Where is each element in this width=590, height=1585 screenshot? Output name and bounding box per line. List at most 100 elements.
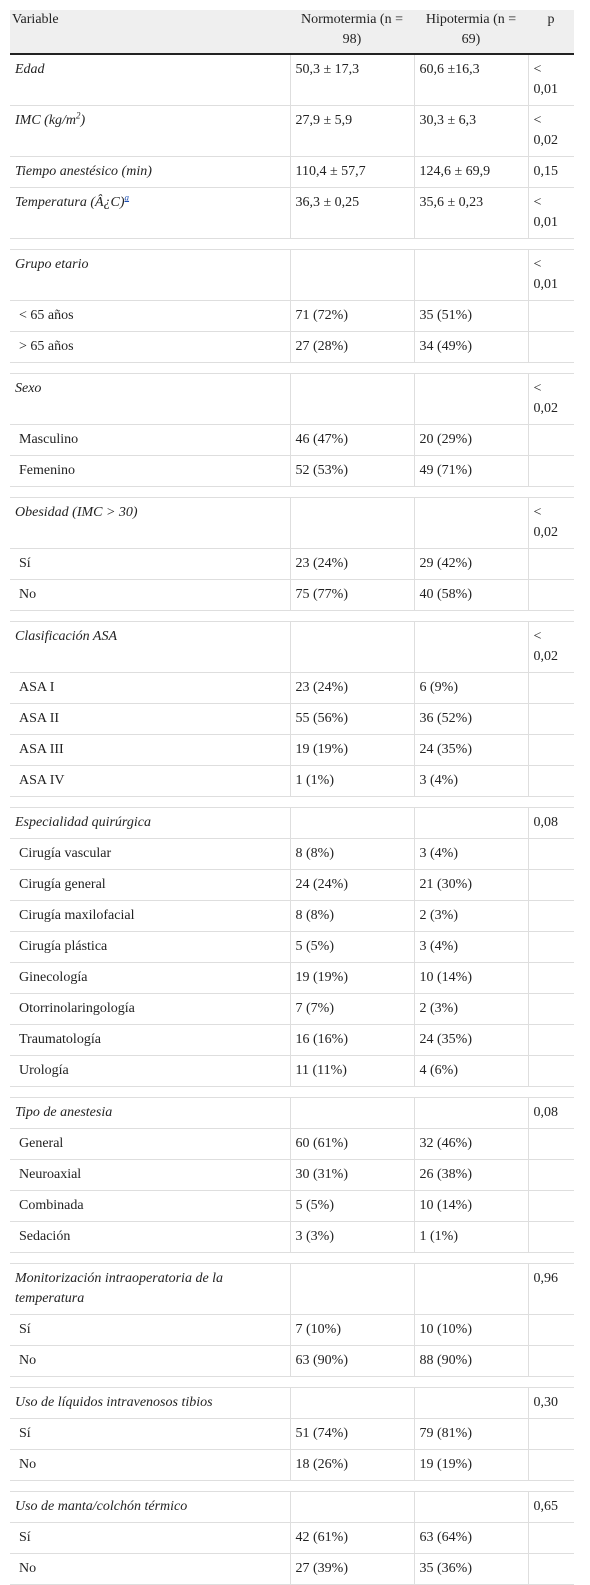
label-text: Especialidad quirúrgica bbox=[15, 815, 151, 830]
p-value bbox=[527, 548, 574, 580]
hipotermia-value: 29 (42%) bbox=[413, 548, 528, 580]
p-value bbox=[527, 1024, 574, 1056]
table-row: Sí 23 (24%) 29 (42%) bbox=[10, 548, 574, 580]
p-value: < 0,01 bbox=[527, 249, 574, 301]
p-value: 0,08 bbox=[527, 807, 574, 839]
normotermia-value bbox=[289, 1491, 414, 1523]
hipotermia-value: 88 (90%) bbox=[413, 1345, 528, 1377]
label-text: ASA II bbox=[19, 711, 60, 726]
hipotermia-value bbox=[413, 1097, 528, 1129]
p-value bbox=[527, 579, 574, 611]
table-row: No 63 (90%) 88 (90%) bbox=[10, 1345, 574, 1377]
table-row: Cirugía maxilofacial 8 (8%) 2 (3%) bbox=[10, 900, 574, 932]
normotermia-value bbox=[289, 1097, 414, 1129]
hipotermia-value bbox=[413, 249, 528, 301]
hipotermia-value: 35 (51%) bbox=[413, 300, 528, 332]
normotermia-value: 24 (24%) bbox=[289, 869, 414, 901]
table-row: Traumatología 16 (16%) 24 (35%) bbox=[10, 1024, 574, 1056]
hipotermia-value: 3 (4%) bbox=[413, 838, 528, 870]
variable-label: Sedación bbox=[10, 1221, 290, 1253]
spacer-cell bbox=[528, 1480, 574, 1492]
variable-label: Clasificación ASA bbox=[10, 621, 290, 673]
normotermia-value bbox=[289, 249, 414, 301]
spacer-cell bbox=[290, 1086, 414, 1098]
p-value bbox=[527, 300, 574, 332]
label-text: ASA IV bbox=[19, 773, 65, 788]
variable-label: No bbox=[10, 1449, 290, 1481]
normotermia-value: 7 (7%) bbox=[289, 993, 414, 1025]
p-value: 0,15 bbox=[527, 156, 574, 188]
variable-label: IMC (kg/m2) bbox=[10, 105, 290, 157]
p-value bbox=[527, 1159, 574, 1191]
variable-label: Uso de líquidos intravenosos tibios bbox=[10, 1387, 290, 1419]
label-text: Cirugía plástica bbox=[19, 939, 108, 954]
spacer-cell bbox=[528, 1252, 574, 1264]
variable-label: Tipo de anestesia bbox=[10, 1097, 290, 1129]
normotermia-value: 8 (8%) bbox=[289, 838, 414, 870]
label-text: Monitorización intraoperatoria de la tem… bbox=[15, 1271, 224, 1306]
p-value bbox=[527, 962, 574, 994]
normotermia-value: 11 (11%) bbox=[289, 1055, 414, 1087]
p-value bbox=[527, 672, 574, 704]
p-value: < 0,02 bbox=[527, 497, 574, 549]
p-value bbox=[527, 1553, 574, 1585]
spacer-cell bbox=[528, 362, 574, 374]
normotermia-value: 18 (26%) bbox=[289, 1449, 414, 1481]
footnote-link[interactable]: a bbox=[124, 192, 130, 203]
p-value bbox=[527, 331, 574, 363]
table-row: Cirugía plástica 5 (5%) 3 (4%) bbox=[10, 931, 574, 963]
spacer-cell bbox=[414, 486, 528, 498]
section-row: Tipo de anestesia 0,08 bbox=[10, 1097, 574, 1129]
table-row: Urología 11 (11%) 4 (6%) bbox=[10, 1055, 574, 1087]
hipotermia-value: 35 (36%) bbox=[413, 1553, 528, 1585]
section-row: Temperatura (Â¿C)a 36,3 ± 0,25 35,6 ± 0,23… bbox=[10, 187, 574, 239]
hipotermia-value: 36 (52%) bbox=[413, 703, 528, 735]
spacer-cell bbox=[290, 1252, 414, 1264]
variable-label: Grupo etario bbox=[10, 249, 290, 301]
hipotermia-value bbox=[413, 621, 528, 673]
hipotermia-value: 10 (10%) bbox=[413, 1314, 528, 1346]
variable-label: Edad bbox=[10, 54, 290, 106]
section-row: Tiempo anestésico (min) 110,4 ± 57,7 124,6… bbox=[10, 156, 574, 188]
variable-label: Sí bbox=[10, 1522, 290, 1554]
p-value bbox=[527, 1221, 574, 1253]
p-value: < 0,01 bbox=[527, 54, 574, 106]
variable-label: ASA IV bbox=[10, 765, 290, 797]
normotermia-value bbox=[289, 1263, 414, 1315]
section-row: Grupo etario < 0,01 bbox=[10, 249, 574, 301]
label-text: No bbox=[19, 1353, 37, 1368]
section-row: Clasificación ASA < 0,02 bbox=[10, 621, 574, 673]
variable-label: Monitorización intraoperatoria de la tem… bbox=[10, 1263, 290, 1315]
spacer-cell bbox=[414, 362, 528, 374]
label-text: Grupo etario bbox=[15, 257, 89, 272]
label-text: Cirugía general bbox=[19, 877, 106, 892]
hipotermia-value: 79 (81%) bbox=[413, 1418, 528, 1450]
variable-label: Combinada bbox=[10, 1190, 290, 1222]
spacer-cell bbox=[290, 796, 414, 808]
label-text: Traumatología bbox=[19, 1032, 101, 1047]
spacer-cell bbox=[528, 1376, 574, 1388]
hipotermia-value: 21 (30%) bbox=[413, 869, 528, 901]
table-row: ASA IV 1 (1%) 3 (4%) bbox=[10, 765, 574, 797]
section-spacer bbox=[10, 610, 574, 622]
hipotermia-value: 35,6 ± 0,23 bbox=[413, 187, 528, 239]
variable-label: Temperatura (Â¿C)a bbox=[10, 187, 290, 239]
data-table: Variable Normotermia (n = 98) Hipotermia… bbox=[10, 10, 574, 1585]
variable-label: Ginecología bbox=[10, 962, 290, 994]
table-row: Ginecología 19 (19%) 10 (14%) bbox=[10, 962, 574, 994]
table-row: Sí 42 (61%) 63 (64%) bbox=[10, 1522, 574, 1554]
normotermia-value: 30 (31%) bbox=[289, 1159, 414, 1191]
section-spacer bbox=[10, 1480, 574, 1492]
spacer-cell bbox=[414, 1376, 528, 1388]
section-spacer bbox=[10, 362, 574, 374]
p-value bbox=[527, 424, 574, 456]
normotermia-value: 5 (5%) bbox=[289, 931, 414, 963]
spacer-cell bbox=[528, 238, 574, 250]
spacer-cell bbox=[10, 1480, 290, 1492]
normotermia-value: 50,3 ± 17,3 bbox=[289, 54, 414, 106]
label-text: No bbox=[19, 1561, 37, 1576]
label-text: Uso de manta/colchón térmico bbox=[15, 1499, 188, 1514]
hipotermia-value bbox=[413, 373, 528, 425]
spacer-cell bbox=[10, 1376, 290, 1388]
table-row: Femenino 52 (53%) 49 (71%) bbox=[10, 455, 574, 487]
